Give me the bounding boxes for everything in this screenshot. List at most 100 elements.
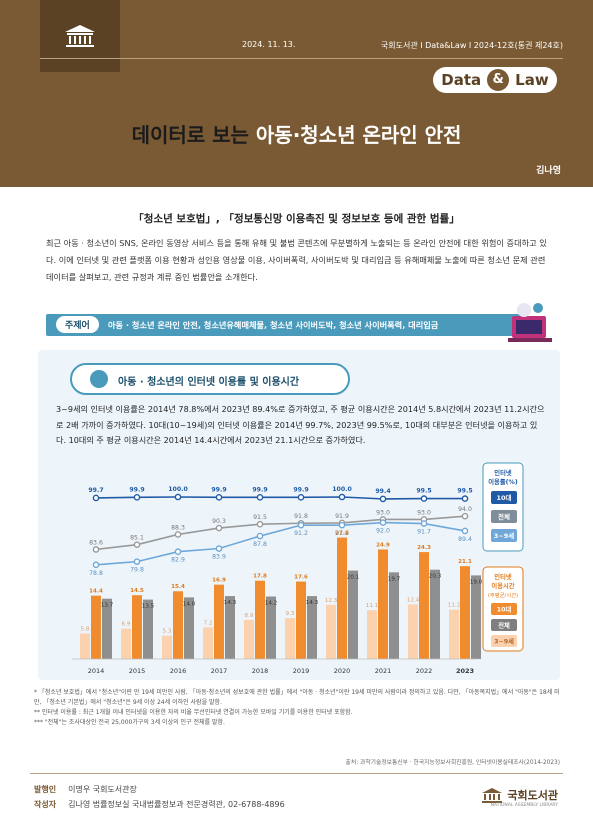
line-data-label: 99.9 [211, 486, 226, 493]
bar-data-label: 11.1 [366, 603, 379, 609]
publisher-label: 발행인 [34, 785, 57, 794]
badge-data: Data [441, 71, 482, 89]
bar-legend-title-2: 이용시간 [491, 581, 514, 590]
bar [91, 595, 101, 659]
bar [449, 609, 459, 659]
data-law-badge: Data & Law [433, 67, 557, 93]
x-tick-label: 2016 [170, 667, 187, 675]
title-highlight: 아동·청소년 온라인 안전 [255, 123, 462, 147]
line-point [92, 494, 100, 502]
bar [162, 635, 172, 659]
line-legend-label: 전체 [498, 512, 510, 521]
line-data-label: 94.0 [458, 506, 472, 513]
x-tick-label: 2015 [129, 667, 146, 675]
badge-law: Law [515, 71, 549, 89]
bar [307, 596, 317, 659]
line-data-label: 100.0 [168, 486, 188, 493]
bar-data-label: 17.8 [253, 574, 267, 580]
bar [184, 597, 194, 659]
internet-usage-chart: 99.7 99.9 100.0 99.9 99.9 99.9 100.0 99.4 99.5 99… [72, 462, 524, 675]
line-series-2 [95, 521, 466, 566]
line-data-label: 99.9 [252, 486, 267, 493]
line-point [256, 532, 264, 540]
bar-legend-label: 3~9세 [494, 637, 514, 646]
line-legend-swatch [491, 491, 517, 504]
line-point [133, 541, 141, 548]
line-data-label: 91.8 [294, 513, 308, 520]
line-point [174, 531, 182, 538]
badge-amp: & [487, 69, 510, 91]
line-data-label: 85.1 [130, 535, 144, 542]
line-legend-title-1: 인터넷 [494, 468, 512, 477]
line-data-label: 88.3 [171, 524, 185, 531]
line-point [420, 495, 428, 502]
line-point [215, 494, 223, 501]
bar [121, 628, 131, 659]
bar [337, 537, 347, 659]
bar-data-label: 12.4 [407, 597, 420, 603]
chart-description: 3~9세의 인터넷 이용률은 2014년 78.8%에서 2023년 89.4%… [56, 404, 545, 445]
monitor-icon [90, 370, 108, 388]
bar [173, 591, 183, 659]
bar [143, 599, 153, 659]
line-point [133, 558, 141, 565]
line-point [297, 494, 305, 501]
line-data-label: 91.2 [335, 530, 349, 537]
footer-divider [30, 773, 563, 774]
bar-data-label: 9.3 [286, 611, 295, 617]
line-point [133, 494, 141, 501]
issue-date: 2024. 11. 13. [242, 40, 296, 49]
bar-data-label: 13.5 [142, 604, 155, 610]
line-data-label: 82.9 [171, 557, 185, 564]
bar [296, 581, 306, 659]
writer-value: 김나영 법률정보실 국내법률정보과 전문경력관, 02-6788-4896 [68, 800, 285, 809]
x-tick-label: 2021 [375, 667, 392, 675]
bar-legend-swatch [491, 619, 517, 631]
bar-data-label: 6.9 [122, 622, 131, 628]
bar-legend-label: 전체 [498, 621, 510, 630]
footnote-1: * 「청소년 보호법」에서 "청소년"이란 만 19세 미만인 사람, 「아동·… [34, 689, 560, 706]
line-point [215, 524, 223, 532]
bar [80, 633, 90, 659]
bar [214, 584, 224, 659]
line-legend-label: 3~9세 [494, 531, 514, 540]
line-point [256, 494, 264, 501]
header-banner: 2024. 11. 13. 국회도서관 Ι Data&Law Ι 2024-12… [0, 0, 593, 187]
line-point [215, 545, 223, 552]
bar [244, 619, 254, 659]
x-tick-label: 2022 [416, 667, 433, 675]
footnote-2: ** 인터넷 이용률 : 최근 1개월 이내 인터넷을 이용한 자의 비율 무선… [34, 709, 353, 716]
bar [430, 569, 440, 659]
line-data-label: 99.7 [88, 487, 103, 494]
bar [378, 549, 388, 659]
bar-data-label: 14.5 [130, 588, 144, 594]
bar [225, 596, 235, 659]
line-legend-swatch [491, 510, 517, 523]
line-legend-swatch [491, 529, 517, 542]
line-point [92, 546, 100, 553]
bar [203, 627, 213, 659]
x-tick-label: 2019 [293, 667, 310, 675]
title-prefix: 데이터로 보는 [131, 123, 256, 147]
x-tick-label: 2017 [211, 667, 228, 675]
bar [419, 552, 429, 659]
line-data-label: 91.2 [294, 530, 308, 537]
writer-label: 작성자 [34, 800, 57, 809]
chart-title: 아동 · 청소년의 인터넷 이용률 및 이용시간 [118, 377, 300, 388]
org-name: 국회도서관 [507, 789, 558, 802]
line-series-0 [95, 496, 465, 500]
line-data-label: 91.9 [335, 513, 349, 520]
line-legend-label: 10대 [496, 493, 511, 502]
line-data-label: 89.4 [458, 536, 472, 543]
bar-data-label: 14.4 [89, 589, 103, 595]
line-point [297, 521, 305, 529]
line-data-label: 87.8 [253, 541, 267, 548]
bar-data-label: 21.1 [458, 559, 472, 565]
line-data-label: 92.0 [376, 528, 390, 535]
line-point [174, 548, 182, 556]
bar-data-label: 14.0 [183, 601, 196, 607]
intro-paragraph: 최근 아동 · 청소년이 SNS, 온라인 동영상 서비스 등을 통해 유해 및… [46, 238, 547, 282]
bar [389, 572, 399, 659]
org-subtitle: NATIONAL ASSEMBLY LIBRARY [490, 803, 558, 808]
line-series-1 [95, 515, 466, 551]
